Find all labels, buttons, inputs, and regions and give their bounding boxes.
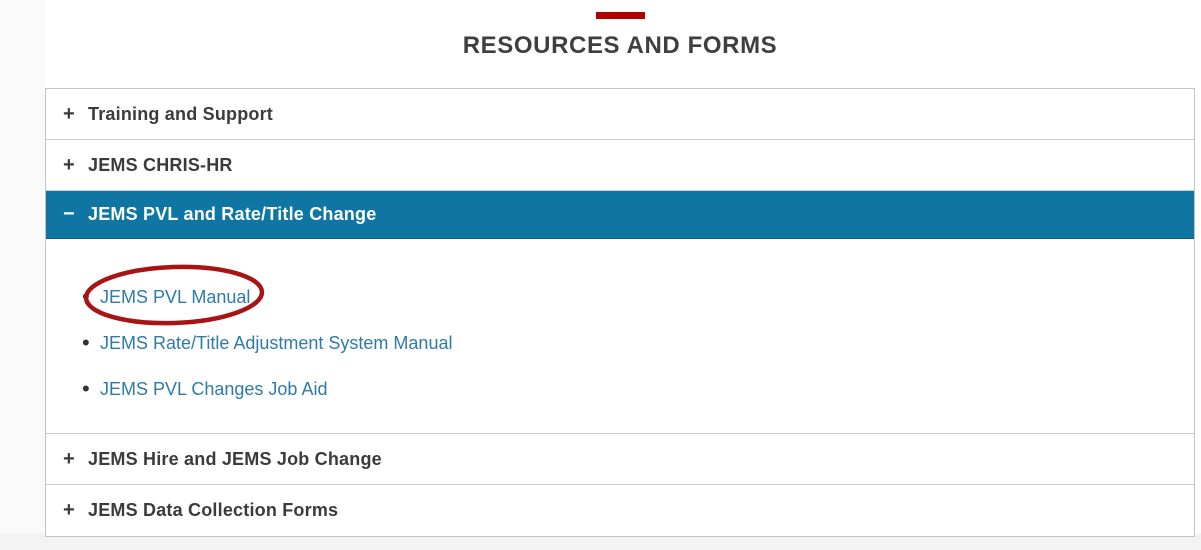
plus-icon: +	[63, 102, 75, 125]
resource-links-list: JEMS PVL Manual JEMS Rate/Title Adjustme…	[46, 285, 1194, 403]
list-item: JEMS Rate/Title Adjustment System Manual	[46, 331, 1194, 357]
list-item: JEMS PVL Manual	[46, 285, 1194, 311]
page-left-gutter	[0, 0, 45, 550]
accordion-panel-jems-pvl-and-rate-title-change: JEMS PVL Manual JEMS Rate/Title Adjustme…	[46, 239, 1194, 434]
link-jems-pvl-manual[interactable]: JEMS PVL Manual	[100, 287, 251, 307]
accordion-item-label: JEMS Hire and JEMS Job Change	[88, 448, 382, 469]
resources-accordion: + Training and Support + JEMS CHRIS-HR −…	[45, 88, 1195, 537]
plus-icon: +	[63, 499, 75, 521]
page-bottom-strip	[0, 533, 1201, 550]
section-title: RESOURCES AND FORMS	[462, 32, 778, 59]
list-item: JEMS PVL Changes Job Aid	[46, 377, 1194, 403]
minus-icon: −	[63, 203, 75, 225]
accordion-item-jems-pvl-and-rate-title-change[interactable]: − JEMS PVL and Rate/Title Change	[46, 191, 1194, 239]
accordion-item-label: JEMS CHRIS-HR	[88, 154, 233, 175]
link-jems-rate-title-adjustment-system-manual[interactable]: JEMS Rate/Title Adjustment System Manual	[100, 333, 453, 353]
accordion-item-jems-chris-hr[interactable]: + JEMS CHRIS-HR	[46, 140, 1194, 191]
accordion-item-jems-data-collection-forms[interactable]: + JEMS Data Collection Forms	[46, 485, 1194, 536]
section-accent-bar	[595, 12, 645, 19]
link-jems-pvl-changes-job-aid[interactable]: JEMS PVL Changes Job Aid	[100, 379, 328, 399]
plus-icon: +	[63, 153, 75, 176]
accordion-item-jems-hire-and-jems-job-change[interactable]: + JEMS Hire and JEMS Job Change	[46, 434, 1194, 485]
accordion-item-label: Training and Support	[88, 103, 273, 124]
plus-icon: +	[63, 447, 75, 470]
accordion-item-label: JEMS PVL and Rate/Title Change	[88, 204, 377, 224]
accordion-item-label: JEMS Data Collection Forms	[88, 500, 339, 520]
section-header: RESOURCES AND FORMS	[45, 0, 1195, 60]
accordion-item-training-and-support[interactable]: + Training and Support	[46, 89, 1194, 140]
